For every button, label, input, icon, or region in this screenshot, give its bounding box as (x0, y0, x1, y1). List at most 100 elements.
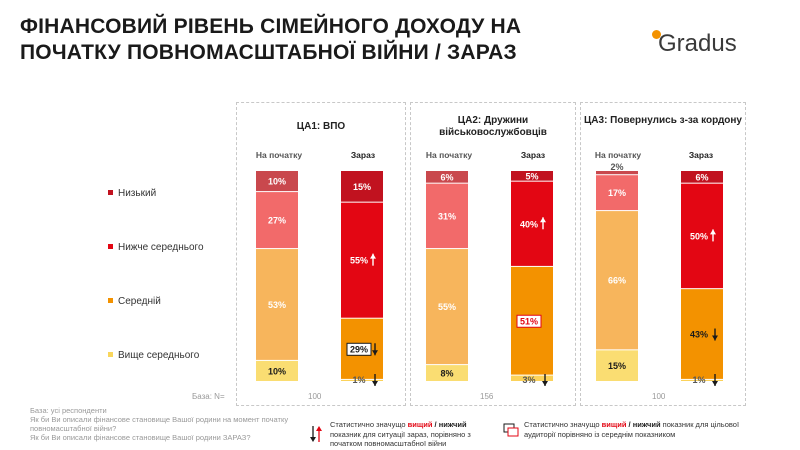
col-label-now: Зараз (688, 150, 714, 160)
footnote-question-start: Як би Ви описали фінансове становище Ваш… (30, 415, 289, 433)
footnote-question-now: Як би Ви описали фінансове становище Ваш… (30, 433, 251, 442)
col-label-start: На початку (425, 150, 473, 160)
value-label-above: 8% (440, 369, 453, 379)
arrow-head-down-icon (712, 335, 718, 341)
note1-sep: / (432, 420, 439, 429)
title-line-1: ФІНАНСОВИЙ РІВЕНЬ СІМЕЙНОГО ДОХОДУ НА (20, 15, 522, 38)
col-label-now: Зараз (520, 150, 546, 160)
value-label-above: 10% (268, 366, 286, 376)
footnote-base: База: усі респонденти (30, 406, 107, 415)
arrow-head-down-icon (542, 381, 548, 386)
arrow-head-up-icon (540, 217, 546, 223)
bar-segment-low (341, 171, 383, 202)
base-n-ca3: 100 (652, 392, 666, 401)
panel-title-ca2: ЦА2: Дружини військовослужбовців (439, 115, 547, 138)
footnote: База: усі респонденти Як би Ви описали ф… (30, 406, 290, 442)
bar-segment-mid (426, 249, 468, 365)
bar-segment-above (256, 360, 298, 381)
bar-segment-above (341, 379, 383, 381)
bar-segment-low (426, 171, 468, 183)
value-label-low: 6% (440, 172, 453, 182)
arrow-head-up-icon (370, 253, 376, 259)
bar-segment-mid (681, 289, 723, 379)
bar-segment-above (596, 350, 638, 381)
bar-segment-low (596, 171, 638, 175)
arrow-head-down-icon (372, 350, 378, 356)
legend-low: Низький (108, 188, 156, 199)
note2-pre: Статистично значущо (524, 420, 602, 429)
legend-swatch-low (108, 190, 113, 195)
base-n-ca1: 100 (308, 392, 322, 401)
note2-lower: нижчий (632, 420, 661, 429)
bar-segment-low (256, 171, 298, 192)
value-label-below: 40% (520, 219, 538, 229)
legend-label-below: Нижче середнього (118, 242, 204, 253)
legend-label-above: Вище середнього (118, 350, 200, 361)
value-label-low: 15% (353, 182, 371, 192)
value-label-below: 31% (438, 211, 456, 221)
arrow-head-up-icon (710, 229, 716, 235)
note2-post: показник для цільової аудиторії порівнян… (524, 420, 740, 439)
arrow-head-down-icon (712, 381, 718, 386)
note2-higher: вищий (601, 420, 627, 429)
value-label-above: 3% (522, 375, 535, 385)
bar-segment-below (511, 181, 553, 266)
note2-sep: / (626, 420, 633, 429)
value-label-below: 27% (268, 216, 286, 226)
value-label-above: 1% (692, 375, 705, 385)
col-label-now: Зараз (350, 150, 376, 160)
bar-segment-below (426, 183, 468, 249)
brand-logo: Gradus (652, 30, 737, 58)
note-significance-time: Статистично значущо вищий / нижчий показ… (330, 420, 490, 449)
value-label-mid: 29% (350, 344, 368, 354)
legend-below: Нижче середнього (108, 242, 204, 253)
bar-segment-above (426, 365, 468, 381)
value-label-mid: 66% (608, 276, 626, 286)
bar-segment-low (681, 171, 723, 183)
title-line-2: ПОЧАТКУ ПОВНОМАСШТАБНОЇ ВІЙНИ / ЗАРАЗ (20, 41, 517, 64)
value-label-mid: 43% (690, 330, 708, 340)
value-label-low: 6% (695, 172, 708, 182)
value-label-below: 55% (350, 256, 368, 266)
base-label: База: N= (192, 392, 225, 401)
note1-pre: Статистично значущо (330, 420, 408, 429)
value-label-mid: 55% (438, 302, 456, 312)
note1-lower: нижчий (438, 420, 467, 429)
value-label-below: 17% (608, 188, 626, 198)
value-label-above: 15% (608, 361, 626, 371)
col-label-start: На початку (255, 150, 303, 160)
legend-label-mid: Середній (118, 296, 161, 307)
base-n-ca2: 156 (480, 392, 494, 401)
note1-higher: вищий (407, 420, 433, 429)
bar-segment-mid (596, 211, 638, 350)
logo-text: Gradus (658, 30, 737, 57)
panel-title-ca3: ЦА3: Повернулись з-за кордону (583, 115, 742, 126)
legend-swatch-below (108, 244, 113, 249)
value-label-low: 5% (525, 171, 538, 181)
bar-segment-below (341, 202, 383, 318)
legend-mid: Середній (108, 296, 161, 307)
value-label-mid: 53% (268, 300, 286, 310)
value-label-below: 50% (690, 231, 708, 241)
note1-post: показник для ситуації зараз, порівняно з… (330, 429, 471, 449)
logo-dot-icon (652, 30, 661, 39)
bar-segment-above (681, 379, 723, 381)
bar-segment-below (681, 183, 723, 289)
bar-segment-mid (256, 249, 298, 360)
note-significance-target: Статистично значущо вищий / нижчий показ… (524, 420, 744, 439)
legend-swatch-mid (108, 298, 113, 303)
significance-box (346, 342, 372, 356)
bar-segment-low (511, 171, 553, 181)
legend-label-low: Низький (118, 188, 157, 199)
arrow-head-down-icon (372, 381, 378, 386)
panel-title-ca1: ЦА1: ВПО (296, 121, 346, 132)
col-label-start: На початку (594, 150, 642, 160)
value-label-low: 10% (268, 177, 286, 187)
bar-segment-below (256, 192, 298, 249)
page-title: ФІНАНСОВИЙ РІВЕНЬ СІМЕЙНОГО ДОХОДУ НА ПО… (20, 14, 620, 66)
bar-segment-below (596, 175, 638, 211)
bar-segment-above (511, 375, 553, 381)
value-label-mid: 51% (520, 316, 538, 326)
significance-box (516, 314, 542, 328)
